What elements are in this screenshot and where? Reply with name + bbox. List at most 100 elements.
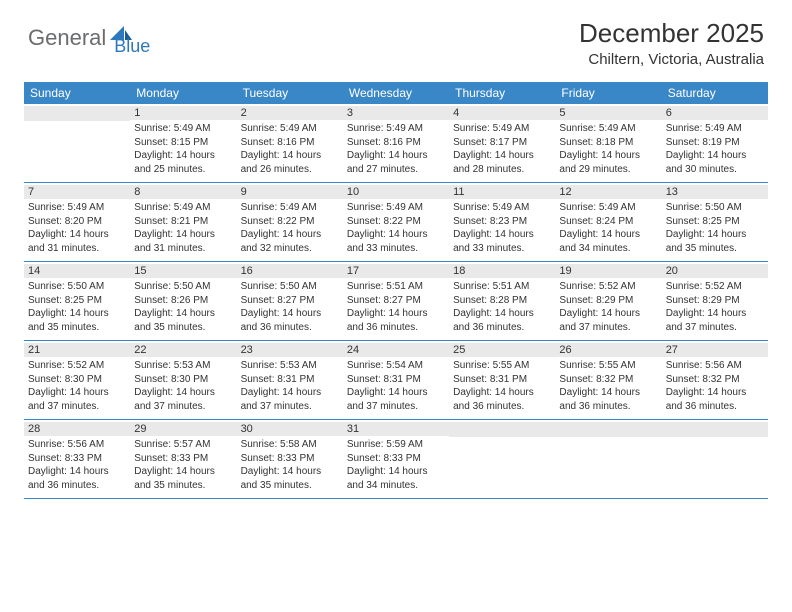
- week-row: 21 Sunrise: 5:52 AMSunset: 8:30 PMDayligh…: [24, 341, 768, 420]
- daylight-text: Daylight: 14 hours and 36 minutes.: [347, 307, 445, 334]
- week-row: 1Sunrise: 5:49 AMSunset: 8:15 PMDaylight…: [24, 104, 768, 183]
- day-number: 12: [555, 185, 661, 199]
- day-info: Sunrise: 5:49 AMSunset: 8:15 PMDaylight:…: [134, 122, 232, 176]
- day-number: 13: [662, 185, 768, 199]
- day-number: 17: [343, 264, 449, 278]
- day-number: 14: [24, 264, 130, 278]
- day-info: Sunrise: 5:53 AMSunset: 8:30 PMDaylight:…: [134, 359, 232, 413]
- sunset-text: Sunset: 8:33 PM: [241, 452, 339, 466]
- day-header: Friday: [555, 82, 661, 104]
- sunrise-text: Sunrise: 5:49 AM: [347, 122, 445, 136]
- day-cell: 12Sunrise: 5:49 AMSunset: 8:24 PMDayligh…: [555, 183, 661, 261]
- daylight-text: Daylight: 14 hours and 36 minutes.: [241, 307, 339, 334]
- day-info: Sunrise: 5:50 AMSunset: 8:27 PMDaylight:…: [241, 280, 339, 334]
- day-number: 15: [130, 264, 236, 278]
- sunrise-text: Sunrise: 5:49 AM: [666, 122, 764, 136]
- sunset-text: Sunset: 8:17 PM: [453, 136, 551, 150]
- sunrise-text: Sunrise: 5:49 AM: [241, 201, 339, 215]
- daylight-text: Daylight: 14 hours and 35 minutes.: [134, 307, 232, 334]
- sunset-text: Sunset: 8:31 PM: [453, 373, 551, 387]
- day-cell: 30Sunrise: 5:58 AMSunset: 8:33 PMDayligh…: [237, 420, 343, 498]
- sunrise-text: Sunrise: 5:52 AM: [559, 280, 657, 294]
- sunrise-text: Sunrise: 5:51 AM: [347, 280, 445, 294]
- day-number: 31: [343, 422, 449, 436]
- sunrise-text: Sunrise: 5:52 AM: [666, 280, 764, 294]
- sunset-text: Sunset: 8:33 PM: [134, 452, 232, 466]
- day-info: Sunrise: 5:58 AMSunset: 8:33 PMDaylight:…: [241, 438, 339, 492]
- logo: General Blue: [28, 18, 150, 57]
- week-row: 14Sunrise: 5:50 AMSunset: 8:25 PMDayligh…: [24, 262, 768, 341]
- day-info: Sunrise: 5:49 AMSunset: 8:22 PMDaylight:…: [347, 201, 445, 255]
- day-info: Sunrise: 5:56 AMSunset: 8:33 PMDaylight:…: [28, 438, 126, 492]
- day-number: 8: [130, 185, 236, 199]
- daylight-text: Daylight: 14 hours and 35 minutes.: [666, 228, 764, 255]
- day-info: Sunrise: 5:53 AMSunset: 8:31 PMDaylight:…: [241, 359, 339, 413]
- day-number: 28: [24, 422, 130, 436]
- day-cell: 1Sunrise: 5:49 AMSunset: 8:15 PMDaylight…: [130, 104, 236, 182]
- day-number: 18: [449, 264, 555, 278]
- day-info: Sunrise: 5:49 AMSunset: 8:21 PMDaylight:…: [134, 201, 232, 255]
- day-cell: 29Sunrise: 5:57 AMSunset: 8:33 PMDayligh…: [130, 420, 236, 498]
- sunset-text: Sunset: 8:26 PM: [134, 294, 232, 308]
- daylight-text: Daylight: 14 hours and 31 minutes.: [134, 228, 232, 255]
- day-cell: [449, 420, 555, 498]
- daylight-text: Daylight: 14 hours and 36 minutes.: [453, 307, 551, 334]
- day-info: Sunrise: 5:52 AMSunset: 8:30 PMDaylight:…: [28, 359, 126, 413]
- day-info: Sunrise: 5:49 AMSunset: 8:23 PMDaylight:…: [453, 201, 551, 255]
- day-cell: 15 Sunrise: 5:50 AMSunset: 8:26 PMDayligh…: [130, 262, 236, 340]
- day-info: Sunrise: 5:55 AMSunset: 8:31 PMDaylight:…: [453, 359, 551, 413]
- day-cell: 8 Sunrise: 5:49 AMSunset: 8:21 PMDaylight…: [130, 183, 236, 261]
- daylight-text: Daylight: 14 hours and 37 minutes.: [347, 386, 445, 413]
- day-header: Thursday: [449, 82, 555, 104]
- sunset-text: Sunset: 8:23 PM: [453, 215, 551, 229]
- day-info: Sunrise: 5:50 AMSunset: 8:25 PMDaylight:…: [666, 201, 764, 255]
- day-cell: 14Sunrise: 5:50 AMSunset: 8:25 PMDayligh…: [24, 262, 130, 340]
- sunset-text: Sunset: 8:32 PM: [559, 373, 657, 387]
- sunrise-text: Sunrise: 5:49 AM: [134, 122, 232, 136]
- day-info: Sunrise: 5:52 AMSunset: 8:29 PMDaylight:…: [666, 280, 764, 334]
- day-number: 3: [343, 106, 449, 120]
- day-number: 25: [449, 343, 555, 357]
- day-cell: 10Sunrise: 5:49 AMSunset: 8:22 PMDayligh…: [343, 183, 449, 261]
- daylight-text: Daylight: 14 hours and 34 minutes.: [559, 228, 657, 255]
- daylight-text: Daylight: 14 hours and 33 minutes.: [347, 228, 445, 255]
- day-number: 6: [662, 106, 768, 120]
- day-cell: 18Sunrise: 5:51 AMSunset: 8:28 PMDayligh…: [449, 262, 555, 340]
- sunrise-text: Sunrise: 5:51 AM: [453, 280, 551, 294]
- sunrise-text: Sunrise: 5:49 AM: [28, 201, 126, 215]
- day-number: 24: [343, 343, 449, 357]
- sunset-text: Sunset: 8:27 PM: [241, 294, 339, 308]
- day-number: 22: [130, 343, 236, 357]
- daylight-text: Daylight: 14 hours and 36 minutes.: [559, 386, 657, 413]
- daylight-text: Daylight: 14 hours and 25 minutes.: [134, 149, 232, 176]
- sunrise-text: Sunrise: 5:49 AM: [559, 201, 657, 215]
- day-info: Sunrise: 5:56 AMSunset: 8:32 PMDaylight:…: [666, 359, 764, 413]
- sunset-text: Sunset: 8:33 PM: [28, 452, 126, 466]
- day-number: 4: [449, 106, 555, 120]
- sunset-text: Sunset: 8:18 PM: [559, 136, 657, 150]
- day-cell: 16Sunrise: 5:50 AMSunset: 8:27 PMDayligh…: [237, 262, 343, 340]
- sunrise-text: Sunrise: 5:49 AM: [453, 201, 551, 215]
- sunset-text: Sunset: 8:27 PM: [347, 294, 445, 308]
- daylight-text: Daylight: 14 hours and 29 minutes.: [559, 149, 657, 176]
- day-info: Sunrise: 5:49 AMSunset: 8:20 PMDaylight:…: [28, 201, 126, 255]
- daylight-text: Daylight: 14 hours and 37 minutes.: [241, 386, 339, 413]
- day-info: Sunrise: 5:49 AMSunset: 8:22 PMDaylight:…: [241, 201, 339, 255]
- daylight-text: Daylight: 14 hours and 37 minutes.: [666, 307, 764, 334]
- location: Chiltern, Victoria, Australia: [579, 51, 764, 68]
- sunset-text: Sunset: 8:16 PM: [347, 136, 445, 150]
- day-number: 29: [130, 422, 236, 436]
- sunrise-text: Sunrise: 5:55 AM: [559, 359, 657, 373]
- day-cell: 21 Sunrise: 5:52 AMSunset: 8:30 PMDayligh…: [24, 341, 130, 419]
- sunset-text: Sunset: 8:29 PM: [559, 294, 657, 308]
- day-cell: 24Sunrise: 5:54 AMSunset: 8:31 PMDayligh…: [343, 341, 449, 419]
- day-info: Sunrise: 5:49 AMSunset: 8:16 PMDaylight:…: [347, 122, 445, 176]
- header: General Blue December 2025 Chiltern, Vic…: [0, 0, 792, 74]
- title-block: December 2025 Chiltern, Victoria, Austra…: [579, 18, 764, 68]
- day-number: 21: [24, 343, 130, 357]
- day-cell: 22 Sunrise: 5:53 AMSunset: 8:30 PMDayligh…: [130, 341, 236, 419]
- sunrise-text: Sunrise: 5:50 AM: [134, 280, 232, 294]
- daylight-text: Daylight: 14 hours and 36 minutes.: [666, 386, 764, 413]
- day-cell: 23Sunrise: 5:53 AMSunset: 8:31 PMDayligh…: [237, 341, 343, 419]
- week-row: 7Sunrise: 5:49 AMSunset: 8:20 PMDaylight…: [24, 183, 768, 262]
